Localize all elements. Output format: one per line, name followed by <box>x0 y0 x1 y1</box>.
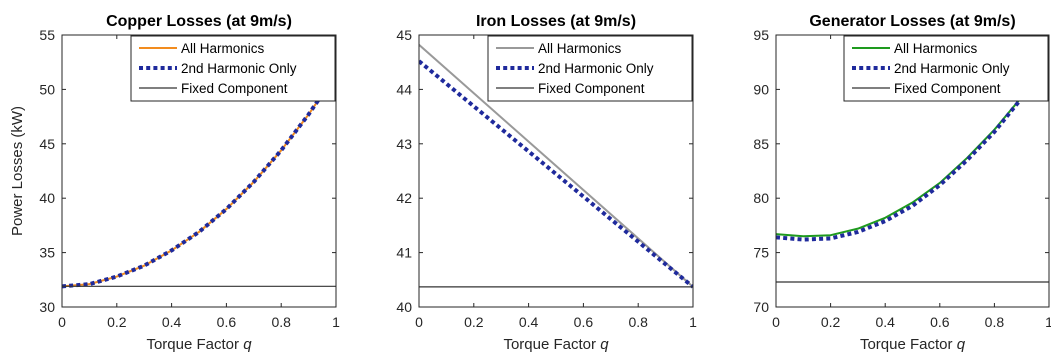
x-tick-label: 0.6 <box>574 314 594 330</box>
axes-box <box>61 34 337 308</box>
y-tick-label: 42 <box>396 190 412 206</box>
x-tick-label: 1 <box>332 314 340 330</box>
x-axis-label-text: Torque Factor <box>860 336 953 353</box>
x-tick-label: 0.4 <box>519 314 539 330</box>
legend-label-2: 2nd Harmonic Only <box>894 61 1010 76</box>
legend-box <box>843 35 1049 102</box>
chart-title: Generator Losses (at 9m/s) <box>809 13 1015 30</box>
legend-label-1: All Harmonics <box>894 41 978 56</box>
y-tick-label: 41 <box>396 245 412 261</box>
y-tick-label: 30 <box>39 299 55 315</box>
y-tick-label: 43 <box>396 136 412 152</box>
chart-title: Copper Losses (at 9m/s) <box>106 13 292 30</box>
x-tick-label: 0.8 <box>628 314 648 330</box>
legend-label-1: All Harmonics <box>181 41 265 56</box>
legend-label-1: All Harmonics <box>538 41 622 56</box>
charts-root: 0 0.2 0.4 0.6 0.8 1 30 35 40 45 50 55 Copper Losses … <box>9 13 1051 353</box>
x-tick-label: 0.8 <box>271 314 291 330</box>
legend-box <box>487 35 693 102</box>
y-tick-label: 40 <box>396 299 412 315</box>
chart-panel-2: 0 0.2 0.4 0.6 0.8 1 40 41 42 43 44 45 Iron Losses (a… <box>396 13 697 353</box>
series-group <box>776 66 1049 283</box>
x-axis-label: Torque Factor q <box>860 336 966 353</box>
y-tick-label: 70 <box>753 299 769 315</box>
x-tick-label: 0.4 <box>162 314 182 330</box>
x-tick-label: 0.2 <box>464 314 484 330</box>
legend: All Harmonics 2nd Harmonic Only Fixed Comp… <box>487 35 693 102</box>
x-tick-label: 0.2 <box>821 314 841 330</box>
legend-label-2: 2nd Harmonic Only <box>538 61 654 76</box>
x-tick-label: 0.2 <box>107 314 127 330</box>
y-tick-label: 50 <box>39 81 55 97</box>
x-axis-label: Torque Factor q <box>503 336 609 353</box>
x-tick-label: 1 <box>689 314 697 330</box>
series-line-2 <box>419 59 693 289</box>
y-tick-label: 45 <box>39 136 55 152</box>
y-tick-label: 75 <box>753 245 769 261</box>
x-tick-label: 0.4 <box>875 314 895 330</box>
y-tick-label: 55 <box>39 27 55 43</box>
chart-title: Iron Losses (at 9m/s) <box>476 13 636 30</box>
y-tick-label: 40 <box>39 190 55 206</box>
series-line-2 <box>62 73 336 289</box>
chart-panel-3: 0 0.2 0.4 0.6 0.8 1 70 75 80 85 90 95 Generator Loss… <box>753 13 1051 353</box>
legend: All Harmonics 2nd Harmonic Only Fixed Comp… <box>843 35 1049 102</box>
x-tick-label: 0.6 <box>930 314 950 330</box>
series-line-1 <box>419 44 693 288</box>
series-group <box>419 44 693 289</box>
y-tick-label: 45 <box>396 27 412 43</box>
x-tick-label: 0 <box>772 314 780 330</box>
x-axis-label-var: q <box>957 336 966 353</box>
y-tick-label: 90 <box>753 81 769 97</box>
x-tick-label: 0.8 <box>985 314 1005 330</box>
x-axis-label-var: q <box>243 336 252 353</box>
x-axis-label-text: Torque Factor <box>503 336 596 353</box>
y-axis-label: Power Losses (kW) <box>9 106 26 236</box>
y-tick-label: 44 <box>396 81 412 97</box>
x-axis-label: Torque Factor q <box>146 336 252 353</box>
chart-panel-1: 0 0.2 0.4 0.6 0.8 1 30 35 40 45 50 55 Copper Losses … <box>9 13 340 353</box>
x-tick-label: 0 <box>415 314 423 330</box>
y-tick-label: 85 <box>753 136 769 152</box>
x-tick-label: 0 <box>58 314 66 330</box>
x-tick-label: 1 <box>1045 314 1051 330</box>
series-group <box>62 73 336 289</box>
y-tick-label: 95 <box>753 27 769 43</box>
x-tick-label: 0.6 <box>217 314 237 330</box>
y-tick-label: 35 <box>39 245 55 261</box>
series-line-2 <box>776 68 1049 242</box>
x-axis-label-var: q <box>600 336 609 353</box>
legend-box <box>130 35 336 102</box>
y-tick-label: 80 <box>753 190 769 206</box>
legend-label-2: 2nd Harmonic Only <box>181 61 297 76</box>
legend-label-3: Fixed Component <box>894 81 1001 96</box>
legend: All Harmonics 2nd Harmonic Only Fixed Comp… <box>130 35 336 102</box>
axes-box <box>418 34 694 308</box>
legend-label-3: Fixed Component <box>538 81 645 96</box>
legend-label-3: Fixed Component <box>181 81 288 96</box>
x-axis-label-text: Torque Factor <box>146 336 239 353</box>
axes-box <box>775 34 1050 308</box>
